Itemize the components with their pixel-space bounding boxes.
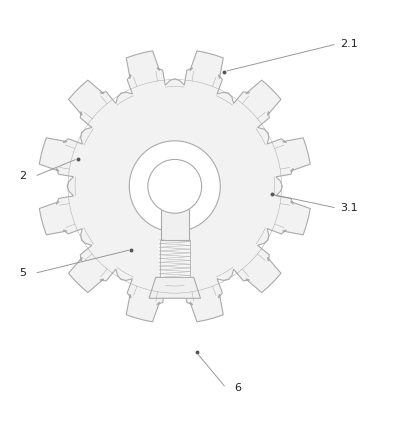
Text: 2.1: 2.1 <box>340 39 358 49</box>
Text: 5: 5 <box>19 268 26 278</box>
Bar <box>154 179 195 194</box>
Text: 6: 6 <box>235 383 241 393</box>
Polygon shape <box>149 277 200 298</box>
Bar <box>160 240 190 277</box>
Text: 3.1: 3.1 <box>340 203 358 213</box>
Circle shape <box>129 141 220 232</box>
Bar <box>161 194 189 240</box>
Text: 2: 2 <box>19 172 26 181</box>
Circle shape <box>148 159 202 213</box>
Polygon shape <box>39 51 310 322</box>
